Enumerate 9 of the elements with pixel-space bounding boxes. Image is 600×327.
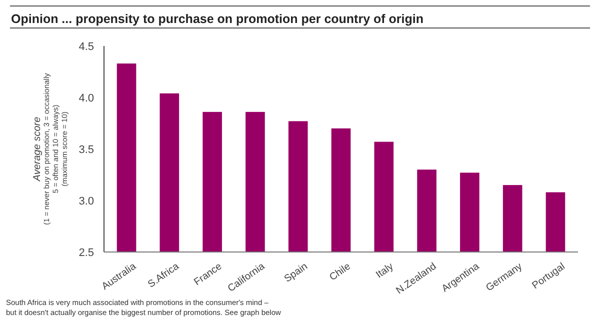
y-tick-label: 3.5 [78, 144, 94, 156]
y-tick-label: 2.5 [78, 246, 94, 259]
y-axis-title: Average score (1 = never buy on promotion, 3 = occasionally 5 = often and 10 = always) (maximum score = 10) [32, 72, 69, 225]
chart-title: Opinion ... propensity to purchase on promotion per country of origin [11, 12, 424, 26]
y-tick-label: 4.0 [78, 92, 94, 104]
x-tick-label: Chile [328, 260, 354, 284]
y-tick-label: 4.5 [78, 40, 94, 53]
x-tick-label: Italy [374, 261, 396, 281]
y-tick-label: 3.0 [78, 195, 94, 208]
